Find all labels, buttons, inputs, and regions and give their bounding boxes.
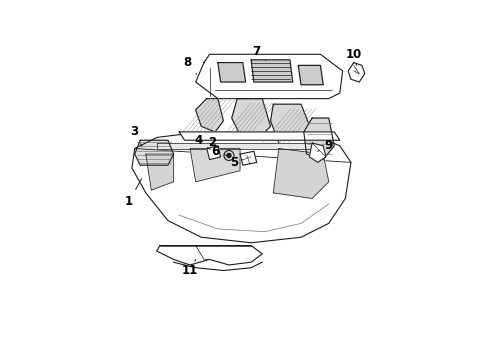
Text: 7: 7 [253,45,266,60]
Polygon shape [135,140,173,165]
Polygon shape [304,118,334,159]
Text: 6: 6 [211,145,226,158]
Polygon shape [132,135,351,243]
Polygon shape [146,154,173,190]
Polygon shape [309,143,326,162]
Polygon shape [270,104,312,149]
Polygon shape [298,66,323,85]
Text: 5: 5 [230,156,243,169]
Text: 4: 4 [195,134,210,149]
Polygon shape [157,246,262,265]
Polygon shape [179,132,340,140]
Polygon shape [190,149,240,182]
Polygon shape [348,63,365,82]
Polygon shape [207,146,220,159]
Text: 1: 1 [125,179,142,208]
Polygon shape [196,54,343,99]
Text: 2: 2 [208,136,217,149]
Text: 9: 9 [318,139,333,152]
Polygon shape [240,151,257,165]
Polygon shape [218,63,245,82]
Polygon shape [157,143,312,149]
Text: 10: 10 [345,48,362,66]
Polygon shape [232,99,270,140]
Circle shape [227,153,231,157]
Polygon shape [273,149,329,198]
Text: 3: 3 [131,125,142,146]
Text: 8: 8 [183,56,196,74]
Polygon shape [196,99,223,132]
Text: 11: 11 [182,260,198,277]
Polygon shape [251,60,293,82]
